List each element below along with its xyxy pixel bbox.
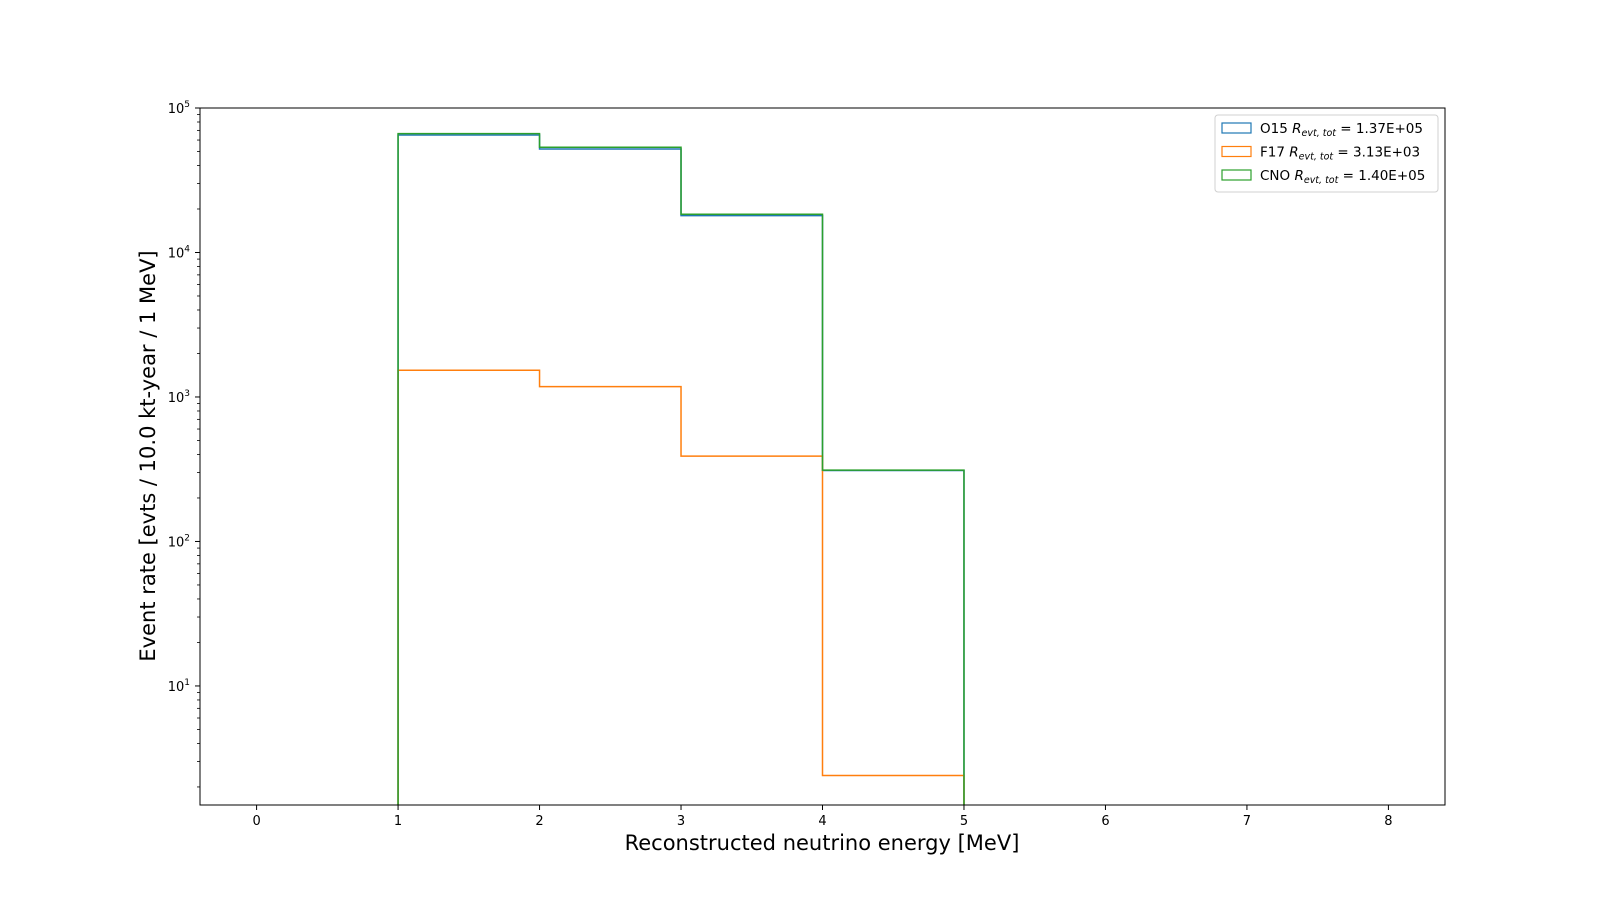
series-step-cno	[397, 132, 965, 805]
x-tick-label: 6	[1101, 814, 1109, 829]
legend: O15 Revt, tot = 1.37E+05 F17 Revt, tot = …	[1214, 114, 1439, 193]
legend-swatch-f17	[1221, 145, 1252, 158]
y-tick-label: 101	[168, 678, 190, 695]
y-tick-label: 103	[168, 389, 190, 406]
y-axis-label: Event rate [evts / 10.0 kt-year / 1 MeV]	[136, 250, 160, 661]
y-tick-label: 104	[168, 244, 191, 261]
x-tick-label: 1	[394, 814, 402, 829]
legend-label-o15: O15 Revt, tot = 1.37E+05	[1260, 121, 1423, 139]
legend-box	[1214, 114, 1439, 193]
series-step-o15	[397, 134, 965, 805]
x-tick-label: 4	[818, 814, 826, 829]
x-tick-label: 8	[1384, 814, 1392, 829]
y-tick-label: 102	[168, 533, 190, 550]
x-tick-label: 7	[1243, 814, 1251, 829]
x-tick-label: 0	[252, 814, 260, 829]
y-axis: 101 102 103 104 105	[168, 100, 200, 788]
legend-swatch-o15	[1221, 122, 1252, 134]
x-axis: 0 1 2 3 4 5 6 7 8	[252, 805, 1393, 829]
y-tick-label: 105	[168, 100, 190, 117]
x-axis-label: Reconstructed neutrino energy [MeV]	[625, 831, 1020, 855]
legend-label-cno: CNO Revt, tot = 1.40E+05	[1260, 168, 1425, 186]
plot-area	[397, 132, 965, 805]
legend-label-f17: F17 Revt, tot = 3.13E+03	[1260, 145, 1420, 163]
legend-swatch-cno	[1221, 169, 1252, 181]
x-tick-label: 5	[960, 814, 968, 829]
x-tick-label: 2	[535, 814, 543, 829]
x-tick-label: 3	[677, 814, 685, 829]
series-step-f17	[397, 369, 965, 805]
